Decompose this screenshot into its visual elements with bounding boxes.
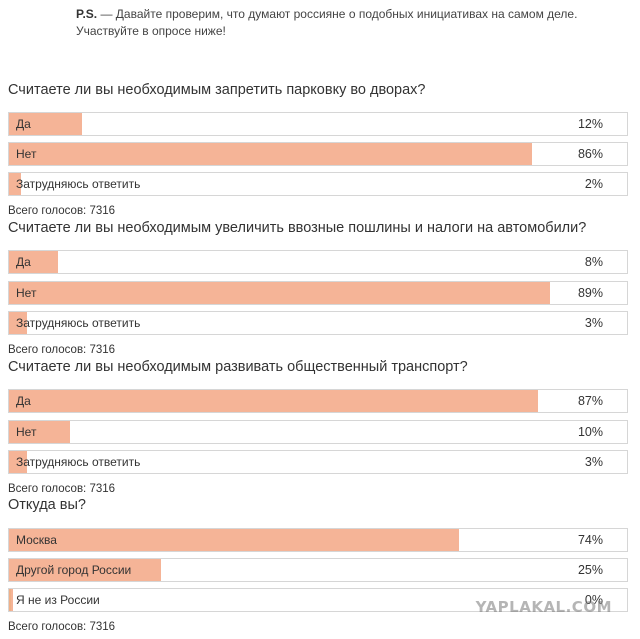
poll-option[interactable]: Другой город России 25% [8,558,628,582]
option-bar-fill [9,559,161,581]
option-bar-fill [9,529,459,551]
option-label: Нет [16,425,37,439]
option-percent: 86% [577,147,603,161]
poll-option[interactable]: Я не из России 0% [8,588,628,612]
option-label: Да [16,394,31,408]
poll-option[interactable]: Да 87% [8,389,628,413]
option-bar-fill [9,451,27,473]
option-percent: 10% [577,425,603,439]
intro-text: P.S. — Давайте проверим, что думают росс… [76,6,628,40]
poll-question: Считаете ли вы необходимым увеличить вво… [8,220,587,236]
option-percent: 25% [577,563,603,577]
option-percent: 3% [584,455,603,469]
intro-prefix: P.S. [76,7,98,21]
option-bar-fill [9,282,550,304]
option-percent: 89% [577,286,603,300]
poll-question: Считаете ли вы необходимым запретить пар… [8,82,426,98]
poll-option[interactable]: Затрудняюсь ответить 3% [8,311,628,335]
option-bar-fill [9,390,538,412]
intro-body: — Давайте проверим, что думают россияне … [76,7,578,38]
option-bar-fill [9,251,58,273]
option-bar-fill [9,113,82,135]
option-bar-fill [9,589,13,611]
option-label: Да [16,255,31,269]
poll-total-votes: Всего голосов: 7316 [8,483,116,495]
option-percent: 0% [584,593,603,607]
poll-option[interactable]: Затрудняюсь ответить 2% [8,172,628,196]
option-percent: 12% [577,117,603,131]
poll-question: Откуда вы? [8,497,86,513]
poll-question: Считаете ли вы необходимым развивать общ… [8,359,468,375]
option-percent: 8% [584,255,603,269]
option-percent: 3% [584,316,603,330]
poll-option[interactable]: Нет 10% [8,420,628,444]
poll-option[interactable]: Нет 89% [8,281,628,305]
option-percent: 87% [577,394,603,408]
option-label: Затрудняюсь ответить [16,316,141,330]
option-label: Да [16,117,31,131]
poll-option[interactable]: Да 12% [8,112,628,136]
poll-option[interactable]: Да 8% [8,250,628,274]
option-label: Москва [16,533,57,547]
poll-option[interactable]: Нет 86% [8,142,628,166]
poll-total-votes: Всего голосов: 7316 [8,205,116,217]
option-percent: 74% [577,533,603,547]
option-bar-fill [9,173,21,195]
poll-total-votes: Всего голосов: 7316 [8,344,116,356]
option-label: Затрудняюсь ответить [16,455,141,469]
poll-total-votes: Всего голосов: 7316 [8,621,116,633]
poll-option[interactable]: Москва 74% [8,528,628,552]
option-label: Другой город России [16,563,132,577]
option-label: Затрудняюсь ответить [16,177,141,191]
option-bar-fill [9,312,27,334]
option-percent: 2% [584,177,603,191]
poll-option[interactable]: Затрудняюсь ответить 3% [8,450,628,474]
site-watermark: YAPLAKAL.COM [475,598,612,616]
option-bar-fill [9,143,532,165]
option-label: Нет [16,286,37,300]
option-bar-fill [9,421,70,443]
option-label: Я не из России [16,593,100,607]
option-label: Нет [16,147,37,161]
